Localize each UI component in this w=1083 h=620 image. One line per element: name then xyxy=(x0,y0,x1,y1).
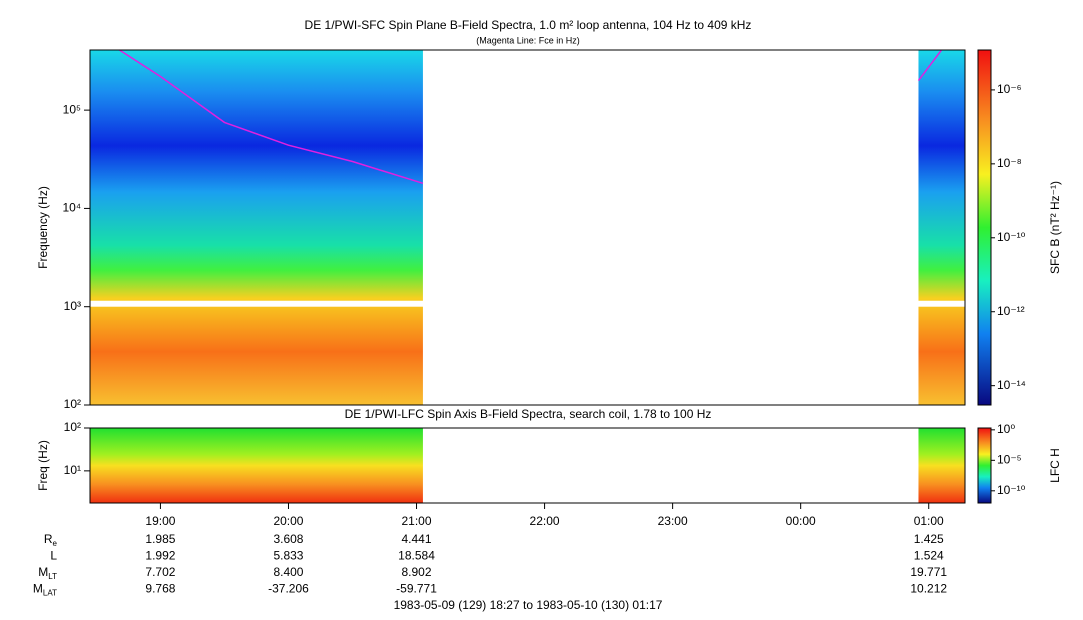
ephemeris-label-main: L xyxy=(50,549,57,563)
ephemeris-label: MLAT xyxy=(33,582,57,598)
colorbar xyxy=(977,49,992,406)
y-tick-label: 10⁵ xyxy=(63,102,81,116)
ephemeris-label-sub: LAT xyxy=(43,589,57,598)
x-tick-label: 01:00 xyxy=(914,514,944,528)
ephemeris-value: -59.771 xyxy=(396,582,437,596)
ephemeris-label-main: M xyxy=(38,565,48,579)
ephemeris-label: MLT xyxy=(38,565,57,581)
ephemeris-label-sub: LT xyxy=(48,572,57,581)
y-tick-label: 10² xyxy=(64,420,81,434)
panel-subtitle: (Magenta Line: Fce in Hz) xyxy=(476,35,580,45)
y-tick-label: 10¹ xyxy=(64,463,81,477)
ephemeris-value: 4.441 xyxy=(402,532,432,546)
colorbar-label: SFC B (nT² Hz⁻¹) xyxy=(1048,181,1062,274)
ephemeris-value: 1.425 xyxy=(914,532,944,546)
ephemeris-value: 5.833 xyxy=(273,549,303,563)
plot-frame xyxy=(89,427,966,504)
spectrogram-data xyxy=(90,428,423,503)
x-tick-label: 23:00 xyxy=(658,514,688,528)
ephemeris-label-sub: e xyxy=(53,539,58,548)
spectrogram-data xyxy=(90,50,423,405)
fce-line xyxy=(119,49,943,185)
colorbar-tick-label: 10⁻⁶ xyxy=(997,82,1022,96)
colorbar-tick-label: 10⁻¹² xyxy=(997,304,1025,318)
ephemeris-value: 7.702 xyxy=(145,565,175,579)
ephemeris-value: 1.992 xyxy=(145,549,175,563)
spectrogram-data xyxy=(918,50,965,405)
colorbar-label: LFC H xyxy=(1048,448,1062,483)
colorbar-tick-label: 10⁻⁸ xyxy=(997,156,1022,170)
ephemeris-value: 9.768 xyxy=(145,582,175,596)
colorbar xyxy=(977,427,992,504)
y-axis-label: Frequency (Hz) xyxy=(36,186,50,269)
ephemeris-label: Re xyxy=(44,532,58,548)
ephemeris-value: 10.212 xyxy=(910,582,947,596)
ephemeris-label-main: R xyxy=(44,532,53,546)
colorbar-tick-label: 10⁻⁵ xyxy=(997,452,1022,466)
colorbar-tick-label: 10⁰ xyxy=(997,422,1015,436)
ephemeris-label: L xyxy=(50,549,57,563)
ephemeris-label-main: M xyxy=(33,582,43,596)
footer: 1983-05-09 (129) 18:27 to 1983-05-10 (13… xyxy=(394,598,663,612)
y-tick-label: 10⁴ xyxy=(62,201,81,215)
plot-frame xyxy=(89,49,966,406)
ephemeris-value: 1.524 xyxy=(914,549,944,563)
panel-title: DE 1/PWI-LFC Spin Axis B-Field Spectra, … xyxy=(345,407,712,421)
ephemeris-value: 8.902 xyxy=(402,565,432,579)
x-tick-label: 20:00 xyxy=(273,514,303,528)
ephemeris-value: 19.771 xyxy=(910,565,947,579)
ephemeris-value: 18.584 xyxy=(398,549,435,563)
spectrogram-data xyxy=(918,428,965,503)
frequency-gap xyxy=(90,300,965,307)
ephemeris-value: 1.985 xyxy=(145,532,175,546)
colorbar-tick-label: 10⁻¹⁰ xyxy=(997,230,1026,244)
ephemeris-value: -37.206 xyxy=(268,582,309,596)
ephemeris-value: 3.608 xyxy=(273,532,303,546)
y-tick-label: 10³ xyxy=(64,299,81,313)
colorbar-tick-label: 10⁻¹⁴ xyxy=(997,378,1026,392)
panel-title: DE 1/PWI-SFC Spin Plane B-Field Spectra,… xyxy=(305,18,752,32)
x-tick-label: 21:00 xyxy=(402,514,432,528)
y-tick-label: 10² xyxy=(64,397,81,411)
x-tick-label: 22:00 xyxy=(530,514,560,528)
colorbar-tick-label: 10⁻¹⁰ xyxy=(997,483,1026,497)
y-axis-label: Freq (Hz) xyxy=(36,440,50,491)
ephemeris-value: 8.400 xyxy=(273,565,303,579)
x-tick-label: 00:00 xyxy=(786,514,816,528)
x-tick-label: 19:00 xyxy=(145,514,175,528)
